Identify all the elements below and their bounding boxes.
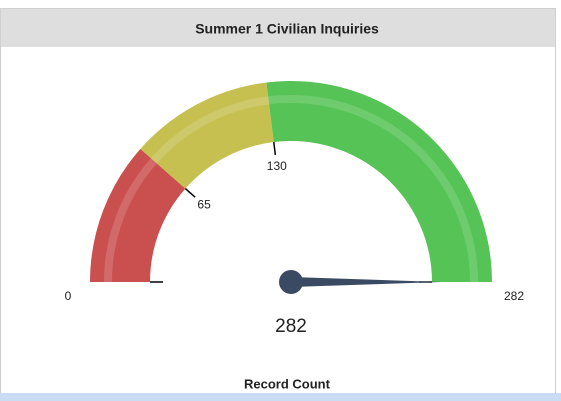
gauge-band <box>266 81 492 283</box>
band-highlight <box>104 158 157 282</box>
needle-hub <box>279 270 303 294</box>
tick-label: 130 <box>267 159 287 173</box>
tick-label: 282 <box>504 289 524 303</box>
gauge-band <box>140 82 274 189</box>
header <box>1 9 555 47</box>
band-highlight <box>150 96 270 164</box>
bottom-strip <box>0 393 561 401</box>
gauge-band <box>90 148 186 282</box>
needle <box>291 277 441 287</box>
tick-label: 65 <box>197 197 211 211</box>
value-label: 282 <box>275 316 307 337</box>
tick-mark <box>184 188 196 198</box>
axis-label: Record Count <box>244 376 331 391</box>
chart-title: Summer 1 Civilian Inquiries <box>195 21 379 37</box>
tick-mark <box>273 141 277 156</box>
tick-label: 0 <box>65 289 72 303</box>
